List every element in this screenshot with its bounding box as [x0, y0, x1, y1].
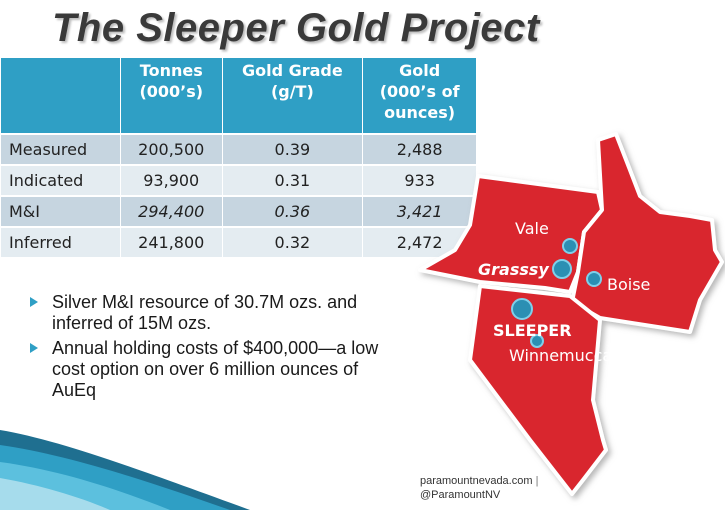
- map-markers: [511, 238, 602, 348]
- cell-gold: 3,421: [362, 195, 476, 227]
- cell-tonnes: 241,800: [120, 226, 223, 257]
- footer-site-link[interactable]: paramountnevada.com: [420, 475, 533, 487]
- table-row-indicated: Indicated 93,900 0.31 933: [1, 164, 476, 196]
- row-label: Indicated: [1, 164, 121, 196]
- table-header-row: Tonnes (000’s) Gold Grade (g/T) Gold (00…: [1, 58, 476, 134]
- bullet-item: Silver M&I resource of 30.7M ozs. and in…: [30, 292, 390, 334]
- header-blank: [1, 58, 121, 134]
- row-label: Measured: [1, 133, 121, 165]
- grassy-marker-icon: [552, 259, 572, 279]
- page-title: The Sleeper Gold Project: [52, 6, 540, 50]
- boise-marker-icon: [586, 271, 602, 287]
- header-gold-ounces: Gold (000’s of ounces): [362, 58, 476, 134]
- map-label-sleeper: SLEEPER: [493, 321, 572, 340]
- winnemucca-marker-icon: [530, 334, 544, 348]
- cell-tonnes: 200,500: [120, 133, 223, 165]
- cell-grade: 0.36: [222, 195, 364, 227]
- cell-grade: 0.32: [222, 226, 364, 257]
- footer-separator: |: [535, 475, 539, 487]
- resource-table: Tonnes (000’s) Gold Grade (g/T) Gold (00…: [1, 58, 476, 257]
- row-label: M&I: [1, 195, 121, 227]
- cell-tonnes: 93,900: [120, 164, 223, 196]
- table-row-measured: Measured 200,500 0.39 2,488: [1, 133, 476, 165]
- cell-grade: 0.39: [222, 133, 364, 165]
- map-label-vale: Vale: [515, 219, 549, 238]
- bullet-list: Silver M&I resource of 30.7M ozs. and in…: [30, 292, 390, 405]
- sleeper-marker-icon: [511, 298, 533, 320]
- header-gold-grade: Gold Grade (g/T): [222, 58, 364, 134]
- cell-gold: 933: [362, 164, 476, 196]
- cell-tonnes: 294,400: [120, 195, 223, 227]
- map-label-winnemucca: Winnemucca: [509, 346, 613, 365]
- map-label-grassy: Grasssy: [478, 260, 549, 279]
- bullet-arrow-icon: [30, 297, 38, 307]
- row-label: Inferred: [1, 226, 121, 257]
- footer-handle-link[interactable]: @ParamountNV: [420, 489, 501, 501]
- header-tonnes: Tonnes (000’s): [120, 58, 223, 134]
- map-label-boise: Boise: [607, 275, 651, 294]
- bullet-item: Annual holding costs of $400,000—a low c…: [30, 338, 390, 401]
- vale-marker-icon: [562, 238, 578, 254]
- bullet-arrow-icon: [30, 343, 38, 353]
- nevada-shape: [468, 284, 608, 496]
- cell-grade: 0.31: [222, 164, 364, 196]
- idaho-shape: [570, 132, 724, 334]
- table-row-mi: M&I 294,400 0.36 3,421: [1, 195, 476, 227]
- footer: paramountnevada.com | @ParamountNV: [420, 474, 538, 502]
- cell-gold: 2,488: [362, 133, 476, 165]
- table-row-inferred: Inferred 241,800 0.32 2,472: [1, 226, 476, 257]
